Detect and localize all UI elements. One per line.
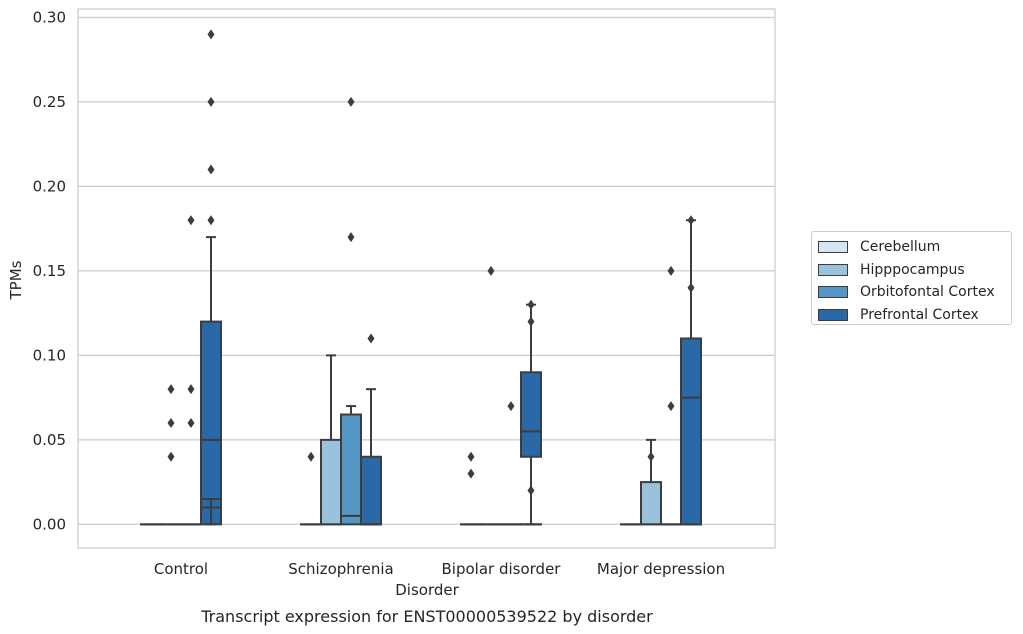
y-tick-label: 0.10 (33, 346, 66, 364)
box-iqr (340, 413, 362, 526)
legend-swatch (818, 241, 848, 254)
box (520, 303, 542, 526)
box (300, 451, 322, 526)
box-iqr (200, 320, 222, 500)
outlier-point (467, 468, 475, 479)
box-series (140, 29, 702, 526)
box (500, 401, 522, 526)
legend-label: Orbitofontal Cortex (860, 284, 995, 301)
legend-item: Cerebellum (818, 236, 1011, 259)
plot-frame (77, 8, 776, 549)
outlier-point (347, 96, 355, 107)
box (680, 219, 702, 526)
legend-swatch (818, 286, 848, 299)
legend: Cerebellum Hipppocampus Orbitofontal Corte… (811, 231, 1012, 325)
outlier-point (347, 232, 355, 243)
legend-item: Prefrontal Cortex (818, 304, 1011, 327)
y-tick-label: 0.30 (33, 8, 66, 26)
x-axis-label: Disorder (395, 581, 459, 599)
outlier-point (647, 451, 655, 462)
y-tick-label: 0.20 (33, 177, 66, 195)
series-1 (160, 265, 662, 526)
outlier-point (207, 215, 215, 226)
outlier-point (667, 401, 675, 412)
box (160, 384, 182, 526)
legend-label: Cerebellum (860, 239, 941, 256)
y-tick-label: 0.00 (33, 515, 66, 533)
series-0 (140, 451, 642, 526)
box (340, 96, 362, 526)
box (320, 354, 342, 526)
outlier-point (207, 164, 215, 175)
legend-item: Orbitofontal Cortex (818, 281, 1011, 304)
box-iqr (680, 337, 702, 526)
outlier-point (167, 417, 175, 428)
y-tick-label: 0.15 (33, 262, 66, 280)
legend-swatch (818, 263, 848, 276)
box (660, 265, 682, 526)
box-iqr (520, 371, 542, 458)
x-tick-label: Schizophrenia (288, 560, 393, 578)
legend-item: Hipppocampus (818, 259, 1011, 282)
x-tick-labels: Control Schizophrenia Bipolar disorder Majo… (154, 560, 725, 578)
box (640, 438, 662, 526)
outlier-point (167, 451, 175, 462)
outlier-point (367, 333, 375, 344)
outlier-point (187, 384, 195, 395)
outlier-point (167, 384, 175, 395)
series-2 (180, 96, 682, 526)
outlier-point (307, 451, 315, 462)
outlier-point (187, 215, 195, 226)
box (360, 333, 382, 526)
series-4 (200, 29, 702, 526)
series-3 (200, 96, 702, 526)
grid-lines (78, 16, 775, 525)
outlier-point (467, 451, 475, 462)
box (200, 29, 222, 526)
y-tick-labels: 0.00 0.05 0.10 0.15 0.20 0.25 0.30 (33, 8, 66, 533)
outlier-point (507, 401, 515, 412)
box (180, 215, 202, 526)
box-iqr (320, 438, 342, 526)
legend-label: Hipppocampus (860, 261, 965, 278)
outlier-point (667, 265, 675, 276)
box-iqr (360, 455, 382, 526)
box (480, 265, 502, 526)
y-axis-label: TPMs (7, 260, 25, 300)
box-iqr (640, 481, 662, 526)
outlier-point (487, 265, 495, 276)
x-tick-label: Bipolar disorder (442, 560, 562, 578)
box (460, 451, 482, 526)
x-tick-label: Control (154, 560, 208, 578)
y-tick-label: 0.05 (33, 431, 66, 449)
legend-swatch (818, 308, 848, 321)
x-tick-label: Major depression (597, 560, 725, 578)
outlier-point (207, 29, 215, 40)
y-tick-label: 0.25 (33, 93, 66, 111)
legend-label: Prefrontal Cortex (860, 306, 979, 323)
chart-subtitle: Transcript expression for ENST0000053952… (200, 607, 653, 626)
outlier-point (187, 417, 195, 428)
outlier-point (207, 96, 215, 107)
